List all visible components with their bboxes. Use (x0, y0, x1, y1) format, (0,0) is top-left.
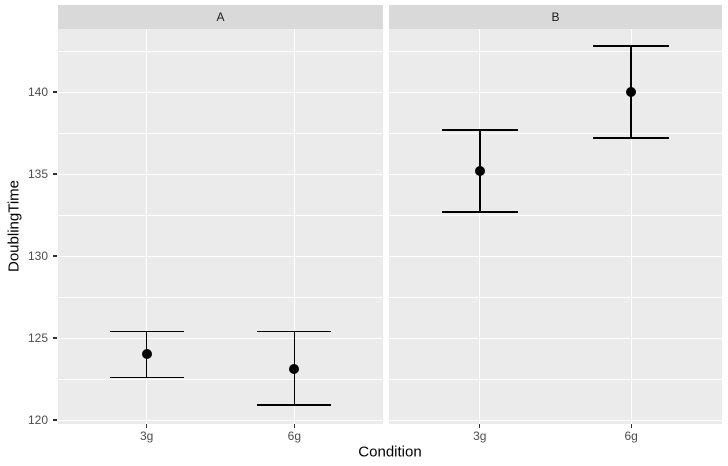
gridline-major-120 (389, 420, 722, 422)
gridline-major-125 (58, 338, 383, 340)
gridline-major-125 (389, 338, 722, 340)
facet-panel-b (389, 29, 722, 424)
gridline-minor-127.5 (58, 297, 383, 298)
y-tick-mark-135 (53, 173, 57, 175)
x-tick-label-a-6g: 6g (287, 429, 302, 443)
errorbar-upper-cap-b-6g (593, 45, 670, 47)
y-tick-mark-140 (53, 91, 57, 93)
gridline-vertical-3g (146, 29, 148, 424)
gridline-major-130 (58, 256, 383, 258)
y-tick-mark-125 (53, 337, 57, 339)
mean-point-a-3g (141, 349, 152, 360)
x-tick-mark-b-6g (630, 424, 632, 428)
gridline-major-130 (389, 256, 722, 258)
gridline-major-140 (389, 92, 722, 94)
y-tick-label-130: 130 (27, 249, 48, 263)
y-tick-label-140: 140 (27, 85, 48, 99)
facet-strip-a: A (58, 5, 383, 29)
facet-strip-b: B (389, 5, 722, 29)
mean-point-a-6g (289, 364, 300, 375)
x-tick-label-a-3g: 3g (139, 429, 154, 443)
gridline-minor-122.5 (389, 379, 722, 380)
y-tick-label-135: 135 (27, 167, 48, 181)
gridline-minor-142.5 (58, 51, 383, 52)
gridline-minor-142.5 (389, 51, 722, 52)
gridline-major-135 (389, 174, 722, 176)
gridline-minor-122.5 (58, 379, 383, 380)
y-tick-label-125: 125 (27, 331, 48, 345)
x-tick-mark-a-3g (146, 424, 148, 428)
x-axis-title: Condition (358, 443, 422, 461)
errorbar-lower-cap-b-6g (593, 137, 670, 139)
errorbar-upper-cap-a-6g (257, 330, 332, 333)
gridline-vertical-3g (479, 29, 481, 424)
facet-panel-a (58, 29, 383, 424)
gridline-major-135 (58, 174, 383, 176)
gridline-major-120 (58, 420, 383, 422)
gridline-vertical-6g (293, 29, 295, 424)
gridline-minor-137.5 (58, 133, 383, 134)
gridline-minor-132.5 (389, 215, 722, 216)
x-tick-mark-b-3g (479, 424, 481, 428)
gridline-minor-132.5 (58, 215, 383, 216)
gridline-minor-127.5 (389, 297, 722, 298)
mean-point-b-3g (474, 165, 485, 176)
gridline-major-140 (58, 92, 383, 94)
mean-point-b-6g (626, 87, 637, 97)
errorbar-upper-cap-b-3g (441, 128, 518, 131)
gridline-minor-137.5 (389, 133, 722, 134)
y-tick-mark-120 (53, 419, 57, 421)
errorbar-lower-cap-a-3g (109, 376, 184, 379)
x-tick-label-b-6g: 6g (624, 429, 638, 443)
x-tick-mark-a-6g (293, 424, 295, 428)
errorbar-upper-cap-a-3g (109, 330, 184, 333)
facet-strip-a-label: A (216, 10, 225, 24)
facet-strip-b-label: B (551, 10, 560, 24)
y-tick-label-120: 120 (27, 413, 48, 427)
x-tick-label-b-3g: 3g (473, 429, 487, 443)
errorbar-lower-cap-b-3g (441, 210, 518, 213)
errorbar-lower-cap-a-6g (257, 404, 332, 407)
gridline-vertical-6g (630, 29, 632, 424)
y-tick-mark-130 (53, 255, 57, 257)
